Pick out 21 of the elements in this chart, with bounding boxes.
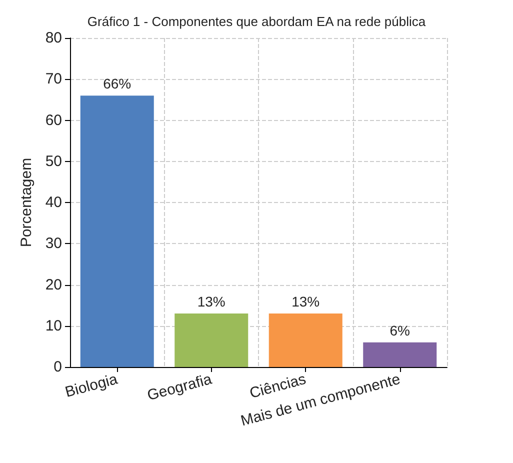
y-axis-title: Porcentagem	[18, 158, 35, 248]
y-tick-label: 60	[45, 112, 62, 129]
y-tick-label: 20	[45, 276, 62, 294]
y-tick-label: 50	[45, 152, 62, 170]
data-label: 6%	[390, 322, 410, 338]
y-tick-label: 30	[45, 235, 62, 252]
y-tick-label: 10	[45, 317, 62, 334]
data-label: 66%	[103, 76, 132, 92]
bar	[80, 96, 154, 367]
chart-title: Gráfico 1 - Componentes que abordam EA na rede pública	[87, 14, 426, 29]
x-tick-label: Biologia	[63, 370, 120, 402]
data-label: 13%	[292, 294, 320, 310]
y-tick-label: 70	[45, 70, 62, 88]
y-tick-label: 80	[45, 30, 62, 46]
bar	[174, 314, 248, 367]
x-tick-label: Geografia	[146, 370, 214, 404]
data-label: 13%	[197, 294, 226, 310]
y-tick-label: 0	[54, 358, 62, 376]
y-tick-label: 40	[45, 194, 62, 211]
bar	[268, 314, 342, 367]
bar	[363, 342, 437, 367]
